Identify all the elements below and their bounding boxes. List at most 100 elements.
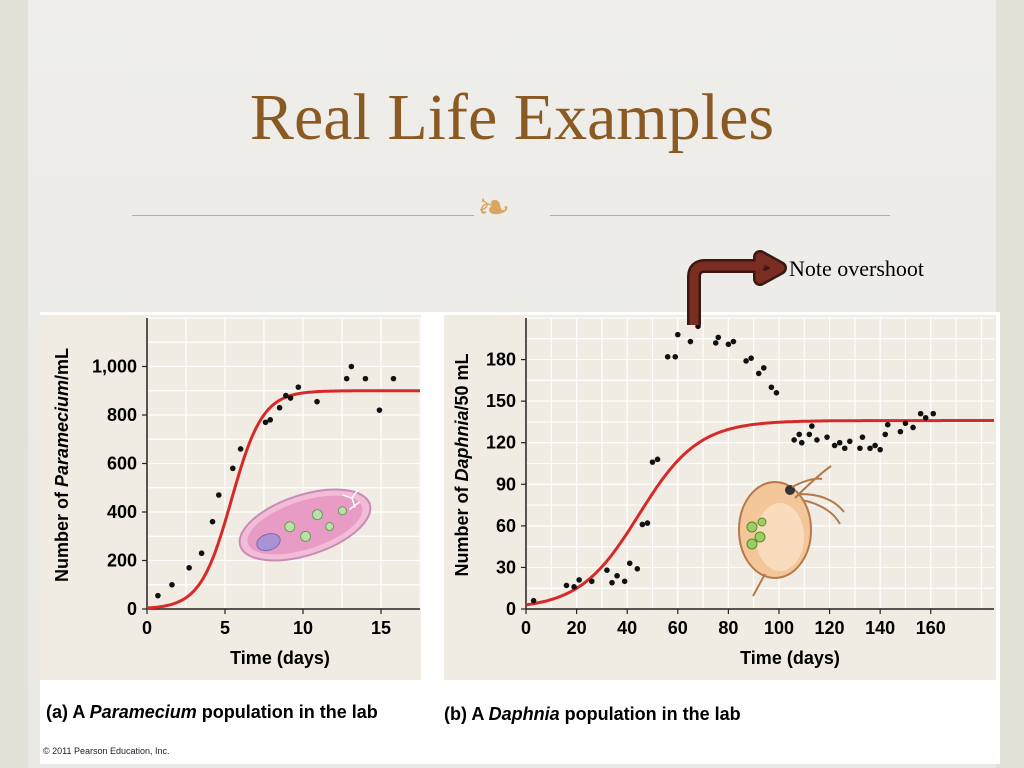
data-point: [267, 417, 274, 423]
data-point: [626, 560, 633, 567]
x-tick-label: 100: [764, 618, 794, 638]
data-point: [725, 341, 732, 348]
data-point: [230, 465, 236, 472]
data-point: [237, 446, 244, 452]
data-point: [824, 434, 830, 440]
data-point: [639, 521, 646, 528]
data-point: [791, 437, 797, 443]
data-point: [773, 390, 780, 396]
data-point: [604, 567, 610, 573]
data-point: [712, 340, 719, 346]
x-tick-label: 10: [293, 618, 313, 638]
data-point: [897, 428, 904, 435]
data-point: [806, 431, 813, 438]
y-tick-label: 90: [496, 474, 516, 494]
data-point: [760, 365, 767, 371]
caption-a: (a) A Paramecium population in the lab: [46, 702, 378, 722]
data-point: [902, 420, 909, 427]
data-point: [809, 423, 815, 429]
y-axis-label: Number of Daphnia/50 mL: [452, 353, 472, 576]
y-tick-label: 1,000: [92, 357, 137, 377]
data-point: [755, 370, 762, 377]
data-point: [910, 424, 916, 431]
data-point: [287, 395, 294, 401]
panel-b-background: [444, 315, 996, 680]
data-point: [295, 384, 302, 390]
x-tick-label: 40: [617, 618, 637, 638]
data-point: [563, 582, 570, 589]
data-point: [362, 375, 369, 382]
data-point: [530, 597, 537, 604]
data-point: [674, 331, 681, 338]
fleuron-ornament-icon: ❧: [477, 185, 511, 231]
daphnia-chart: 0 20 40 60 80 100 120 140 160 0 30 60 90 120 150 180 Ti…: [452, 317, 994, 668]
data-point: [262, 419, 269, 426]
y-tick-label: 0: [127, 599, 137, 619]
data-points: [530, 323, 937, 604]
slide-title: Real Life Examples: [249, 81, 775, 154]
y-tick-label: 150: [486, 391, 516, 411]
y-tick-label: 180: [486, 350, 516, 370]
data-point: [917, 410, 924, 417]
x-tick-label: 120: [815, 618, 845, 638]
x-axis-label: Time (days): [230, 648, 330, 668]
y-tick-label: 0: [506, 599, 516, 619]
data-point: [930, 410, 937, 417]
x-tick-label: 20: [567, 618, 587, 638]
y-tick-label: 60: [496, 516, 516, 536]
data-point: [695, 323, 701, 330]
data-point: [831, 442, 838, 449]
data-point: [576, 577, 582, 583]
caption-b: (b) A Daphnia population in the lab: [444, 704, 741, 724]
data-point: [859, 434, 866, 440]
data-point: [814, 437, 820, 443]
data-point: [614, 572, 620, 579]
data-point: [283, 392, 289, 399]
x-tick-label: 0: [142, 618, 152, 638]
figure-area: 0 5 10 15 0 200 400 600 800 1,000 Time (days) Num…: [40, 312, 1000, 764]
title-rule-left: [132, 215, 474, 216]
x-tick-label: 60: [668, 618, 688, 638]
data-point: [198, 550, 205, 557]
x-axis-label: Time (days): [740, 648, 840, 668]
x-tick-label: 15: [371, 618, 391, 638]
y-tick-label: 400: [107, 502, 137, 522]
y-tick-label: 600: [107, 454, 137, 474]
data-point: [836, 439, 843, 446]
data-point: [798, 439, 805, 446]
data-point: [882, 431, 889, 438]
data-point: [343, 375, 350, 382]
data-point: [743, 358, 749, 364]
x-tick-label: 5: [220, 618, 230, 638]
tick-labels: 0 5 10 15 0 200 400 600 800 1,000: [92, 357, 391, 639]
y-tick-label: 800: [107, 405, 137, 425]
paramecium-illustration: [238, 488, 372, 562]
data-point: [841, 445, 848, 452]
data-point: [155, 592, 161, 599]
y-axis-label: Number of Paramecium/mL: [52, 348, 72, 582]
data-point: [634, 566, 641, 572]
data-point: [768, 384, 775, 391]
data-point: [571, 584, 577, 590]
tick-labels: 0 20 40 60 80 100 120 140 160 0 30 60 90 120 150 180: [486, 350, 946, 638]
data-point: [209, 518, 216, 525]
note-overshoot-label: Note overshoot: [789, 256, 925, 281]
data-point: [857, 445, 863, 452]
data-point: [867, 445, 873, 452]
data-point: [730, 338, 737, 345]
data-point: [314, 398, 320, 405]
data-point: [644, 520, 651, 526]
data-point: [276, 404, 283, 411]
data-point: [654, 456, 661, 463]
y-tick-label: 200: [107, 551, 137, 571]
data-point: [877, 446, 883, 453]
data-point: [376, 407, 383, 413]
logistic-curve: [525, 419, 994, 607]
data-point: [621, 578, 628, 585]
data-point: [847, 438, 853, 445]
data-point: [215, 492, 222, 498]
data-point: [649, 459, 656, 465]
x-tick-label: 0: [521, 618, 531, 638]
data-point: [672, 354, 679, 360]
data-point: [390, 375, 397, 382]
